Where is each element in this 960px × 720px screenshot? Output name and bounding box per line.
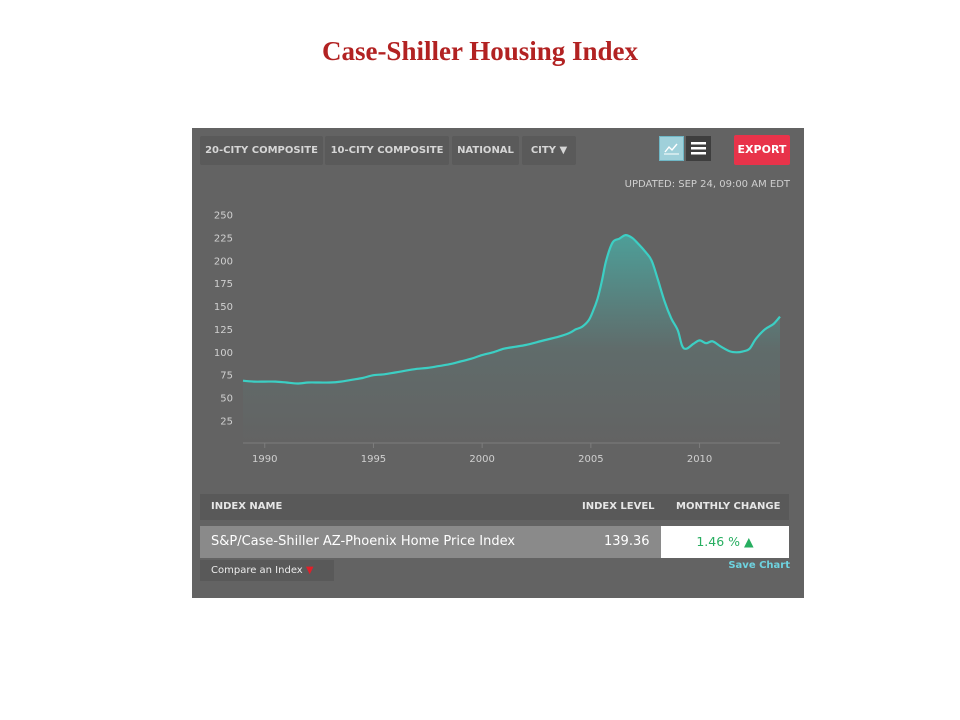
series-area — [243, 235, 780, 443]
y-tick-label: 250 — [214, 211, 233, 222]
row-monthly-change: 1.46 % ▲ — [661, 526, 789, 558]
price-index-chart: 250 225 200 175 150 125 100 75 50 25 1990 1995 2000… — [214, 211, 781, 465]
header-monthly-change: MONTHLY CHANGE — [676, 501, 781, 512]
y-tick-label: 50 — [220, 394, 233, 405]
table-view-toggle[interactable] — [686, 136, 711, 161]
series-line — [242, 234, 781, 385]
tab-national[interactable]: NATIONAL — [452, 136, 519, 165]
y-tick-label: 225 — [214, 233, 233, 244]
y-tick-label: 25 — [220, 417, 233, 428]
triangle-down-icon: ▼ — [305, 565, 314, 576]
header-index-level: INDEX LEVEL — [582, 501, 655, 512]
y-tick-label: 125 — [214, 325, 233, 336]
compare-label: Compare an Index — [211, 565, 303, 576]
x-tick-label: 2005 — [578, 454, 603, 465]
up-arrow-icon: ▲ — [744, 534, 754, 549]
header-index-name: INDEX NAME — [211, 501, 283, 512]
x-tick-label: 2010 — [687, 454, 712, 465]
tab-20-city-composite[interactable]: 20-CITY COMPOSITE — [200, 136, 323, 165]
updated-timestamp: UPDATED: SEP 24, 09:00 AM EDT — [624, 179, 790, 190]
row-index-name: S&P/Case-Shiller AZ-Phoenix Home Price I… — [211, 534, 516, 549]
save-chart-link[interactable]: Save Chart — [728, 560, 790, 571]
y-tick-label: 175 — [214, 279, 233, 290]
compare-index-button[interactable]: Compare an Index ▼ — [200, 560, 334, 581]
list-icon — [691, 142, 706, 155]
tab-10-city-composite[interactable]: 10-CITY COMPOSITE — [325, 136, 449, 165]
y-tick-label: 150 — [214, 302, 233, 313]
x-tick-label: 1990 — [252, 454, 277, 465]
index-table-header: INDEX NAME INDEX LEVEL MONTHLY CHANGE — [200, 494, 789, 520]
export-button[interactable]: EXPORT — [734, 135, 790, 165]
y-tick-label: 200 — [214, 256, 233, 267]
table-row[interactable]: S&P/Case-Shiller AZ-Phoenix Home Price I… — [200, 526, 789, 558]
change-value: 1.46 % — [696, 534, 741, 549]
slide-title: Case-Shiller Housing Index — [321, 36, 639, 66]
y-tick-label: 75 — [220, 371, 233, 382]
x-tick-label: 2000 — [469, 454, 494, 465]
line-chart-icon — [664, 143, 679, 155]
x-tick-label: 1995 — [361, 454, 386, 465]
index-chart-widget: 20-CITY COMPOSITE 10-CITY COMPOSITE NATI… — [192, 128, 804, 598]
chart-view-toggle[interactable] — [659, 136, 684, 161]
y-tick-label: 100 — [214, 348, 233, 359]
tab-city-dropdown[interactable]: CITY ▼ — [522, 136, 576, 165]
row-index-level: 139.36 — [604, 534, 650, 549]
